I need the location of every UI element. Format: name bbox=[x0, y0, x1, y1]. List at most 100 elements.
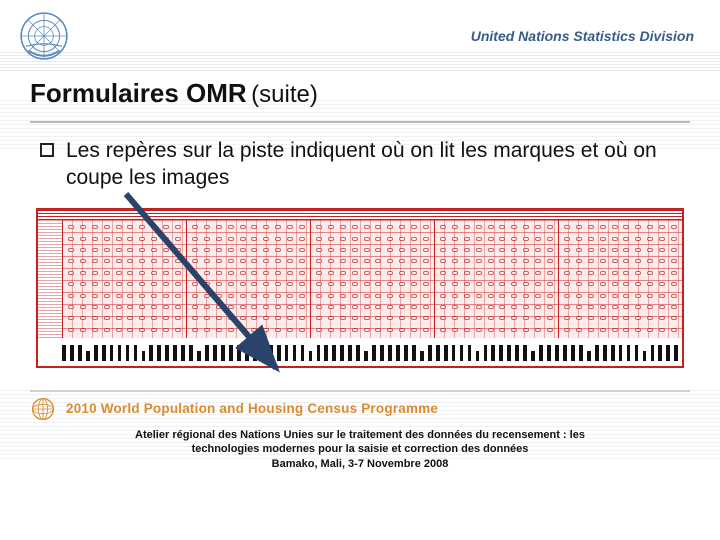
omr-bubble bbox=[92, 237, 98, 241]
omr-bubble bbox=[375, 259, 381, 263]
omr-bubble bbox=[352, 328, 358, 332]
track-mark bbox=[364, 351, 368, 361]
omr-bubble bbox=[647, 248, 653, 252]
omr-bubble bbox=[635, 237, 641, 241]
omr-bubble bbox=[488, 294, 494, 298]
omr-bubble bbox=[647, 259, 653, 263]
omr-bubble bbox=[523, 328, 529, 332]
omr-panel bbox=[558, 220, 682, 338]
omr-bubble bbox=[464, 248, 470, 252]
omr-bubble bbox=[671, 316, 677, 320]
track-mark bbox=[102, 345, 106, 361]
omr-bubble bbox=[364, 271, 370, 275]
track-mark bbox=[452, 345, 456, 361]
omr-bubble bbox=[535, 282, 541, 286]
omr-bubble bbox=[476, 237, 482, 241]
omr-bubble bbox=[499, 225, 505, 229]
omr-bubble bbox=[80, 316, 86, 320]
omr-bubble-row bbox=[561, 225, 680, 229]
omr-bubble bbox=[399, 328, 405, 332]
track-mark bbox=[507, 345, 511, 361]
omr-bubble bbox=[440, 237, 446, 241]
track-mark bbox=[587, 351, 591, 361]
omr-bubble bbox=[440, 316, 446, 320]
omr-bubble bbox=[80, 328, 86, 332]
track-mark bbox=[62, 345, 66, 361]
omr-bubble bbox=[576, 237, 582, 241]
omr-bubble-row bbox=[437, 259, 556, 263]
track-mark bbox=[603, 345, 607, 361]
omr-bubble bbox=[68, 282, 74, 286]
omr-bubble bbox=[564, 316, 570, 320]
omr-bubble bbox=[440, 294, 446, 298]
omr-bubble bbox=[623, 294, 629, 298]
omr-bubble bbox=[476, 271, 482, 275]
omr-bubble bbox=[600, 282, 606, 286]
omr-bubble bbox=[564, 282, 570, 286]
omr-bubble bbox=[364, 282, 370, 286]
omr-bubble bbox=[523, 271, 529, 275]
omr-bubble bbox=[375, 316, 381, 320]
omr-bubble bbox=[364, 316, 370, 320]
omr-bubble bbox=[612, 271, 618, 275]
programme-text: 2010 World Population and Housing Census… bbox=[66, 401, 438, 416]
omr-bubble bbox=[588, 271, 594, 275]
omr-bubble bbox=[623, 225, 629, 229]
header-org-title: United Nations Statistics Division bbox=[471, 28, 694, 44]
omr-bubble bbox=[635, 271, 641, 275]
omr-bubble bbox=[547, 316, 553, 320]
omr-bubble bbox=[635, 282, 641, 286]
omr-bubble bbox=[440, 259, 446, 263]
track-mark bbox=[380, 345, 384, 361]
omr-bubble bbox=[671, 225, 677, 229]
bullet-item: Les repères sur la piste indiquent où on… bbox=[0, 123, 720, 200]
track-mark bbox=[674, 345, 678, 361]
omr-bubble bbox=[564, 237, 570, 241]
bullet-text: Les repères sur la piste indiquent où on… bbox=[66, 137, 680, 192]
omr-bubble bbox=[387, 305, 393, 309]
omr-bubble bbox=[659, 237, 665, 241]
omr-bubble bbox=[399, 316, 405, 320]
omr-bubble bbox=[671, 305, 677, 309]
track-mark bbox=[595, 345, 599, 361]
omr-bubble bbox=[671, 259, 677, 263]
omr-bubble bbox=[104, 259, 110, 263]
omr-bubble bbox=[523, 316, 529, 320]
omr-bubble bbox=[464, 237, 470, 241]
omr-bubble bbox=[499, 259, 505, 263]
globe-icon bbox=[30, 396, 56, 422]
omr-bubble bbox=[399, 237, 405, 241]
omr-bubble bbox=[476, 259, 482, 263]
omr-bubble bbox=[488, 248, 494, 252]
omr-bubble bbox=[547, 271, 553, 275]
omr-bubble bbox=[464, 225, 470, 229]
omr-bubble bbox=[647, 294, 653, 298]
omr-bubble bbox=[659, 282, 665, 286]
omr-bubble bbox=[511, 271, 517, 275]
omr-bubble bbox=[600, 259, 606, 263]
omr-bubble bbox=[612, 282, 618, 286]
omr-bubble bbox=[364, 248, 370, 252]
omr-bubble bbox=[576, 328, 582, 332]
track-mark bbox=[651, 345, 655, 361]
omr-bubble-row bbox=[561, 316, 680, 320]
omr-bubble bbox=[80, 237, 86, 241]
omr-bubble bbox=[452, 328, 458, 332]
omr-bubble bbox=[511, 316, 517, 320]
omr-bubble bbox=[452, 259, 458, 263]
omr-bubble bbox=[600, 271, 606, 275]
omr-bubble bbox=[423, 328, 429, 332]
omr-bubble bbox=[452, 305, 458, 309]
omr-bubble bbox=[511, 282, 517, 286]
omr-bubble bbox=[523, 294, 529, 298]
omr-bubble bbox=[423, 316, 429, 320]
omr-bubble bbox=[464, 259, 470, 263]
omr-bubble bbox=[352, 294, 358, 298]
omr-bubble bbox=[452, 225, 458, 229]
omr-bubble bbox=[523, 225, 529, 229]
omr-bubble bbox=[511, 294, 517, 298]
omr-bubble bbox=[564, 328, 570, 332]
omr-bubble bbox=[476, 248, 482, 252]
track-mark bbox=[340, 345, 344, 361]
omr-bubble bbox=[511, 328, 517, 332]
